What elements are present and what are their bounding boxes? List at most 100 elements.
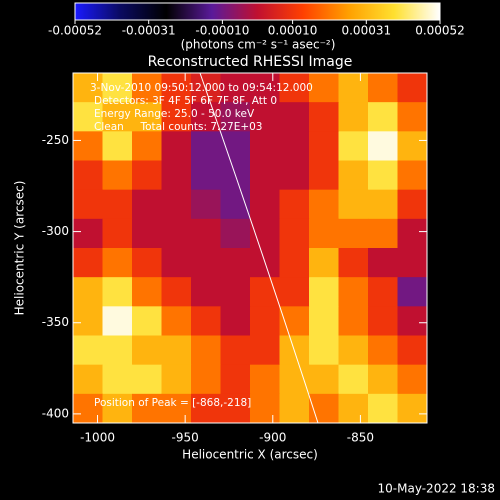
heatmap-cell [338, 160, 369, 191]
heatmap-cell [132, 335, 162, 366]
heatmap-cell [220, 248, 251, 278]
heatmap-cell [338, 189, 369, 220]
heatmap-cell [279, 131, 310, 161]
heatmap-cell [338, 277, 369, 307]
colorbar-label: (photons cm⁻² s⁻¹ asec⁻²) [181, 38, 336, 52]
heatmap-cell [132, 189, 162, 220]
heatmap-cell [279, 189, 310, 220]
heatmap-cell [309, 189, 339, 220]
heatmap-cell [368, 393, 398, 424]
heatmap [73, 73, 428, 424]
heatmap-cell [191, 306, 221, 336]
heatmap-cell [191, 131, 221, 161]
heatmap-cell [102, 160, 133, 191]
heatmap-cell [309, 131, 339, 161]
heatmap-cell [161, 218, 192, 249]
heatmap-cell [368, 306, 398, 336]
heatmap-cell [368, 102, 398, 132]
heatmap-cell [73, 248, 103, 278]
colorbar-tick-label: -0.00010 [195, 24, 249, 38]
heatmap-cell [220, 306, 251, 336]
heatmap-cell [309, 393, 339, 424]
heatmap-cell [132, 102, 162, 132]
heatmap-cell [161, 189, 192, 220]
heatmap-cell [220, 277, 251, 307]
heatmap-cell [161, 277, 192, 307]
heatmap-cell [397, 248, 428, 278]
heatmap-cell [132, 364, 162, 395]
y-tick-label: -250 [42, 133, 69, 147]
annotation: Detectors: 3F 4F 5F 6F 7F 8F, Att 0 [94, 95, 277, 107]
heatmap-cell [191, 248, 221, 278]
heatmap-cell [102, 306, 133, 336]
heatmap-cell [220, 335, 251, 366]
heatmap-cell [161, 364, 192, 395]
heatmap-cell [73, 306, 103, 336]
heatmap-cell [132, 73, 162, 103]
heatmap-cell [397, 218, 428, 249]
heatmap-cell [73, 102, 103, 132]
heatmap-cell [161, 131, 192, 161]
heatmap-cell [279, 248, 310, 278]
annotation: Energy Range: 25.0 - 50.0 keV [94, 108, 255, 120]
heatmap-cell [161, 306, 192, 336]
heatmap-cell [220, 364, 251, 395]
footer-timestamp: 10-May-2022 18:38 [378, 482, 495, 496]
heatmap-cell [397, 102, 428, 132]
heatmap-cell [132, 393, 162, 424]
heatmap-cell [309, 73, 339, 103]
heatmap-cell [191, 189, 221, 220]
heatmap-cell [397, 73, 428, 103]
heatmap-cell [102, 131, 133, 161]
heatmap-cell [309, 335, 339, 366]
colorbar-tick-label: 0.00031 [341, 24, 391, 38]
heatmap-cell [102, 393, 133, 424]
heatmap-cell [368, 73, 398, 103]
colorbar [74, 2, 441, 21]
limb-line [199, 72, 319, 424]
heatmap-cell [279, 306, 310, 336]
heatmap-cell [368, 335, 398, 366]
heatmap-cell [250, 335, 280, 366]
y-tick-label: -400 [42, 406, 69, 420]
peak-label: Position of Peak = [-868,-218] [94, 397, 251, 409]
heatmap-cell [132, 160, 162, 191]
heatmap-cell [73, 160, 103, 191]
heatmap-cell [309, 160, 339, 191]
heatmap-cell [73, 335, 103, 366]
heatmap-cell [279, 277, 310, 307]
heatmap-cell [250, 189, 280, 220]
heatmap-cell [397, 335, 428, 366]
y-tick-label: -300 [42, 224, 69, 238]
heatmap-cell [102, 277, 133, 307]
heatmap-cell [309, 248, 339, 278]
heatmap-cell [279, 364, 310, 395]
heatmap-cell [279, 73, 310, 103]
heatmap-cell [191, 335, 221, 366]
heatmap-cell [338, 218, 369, 249]
heatmap-cell [102, 73, 133, 103]
colorbar-tick-label: -0.00031 [122, 24, 176, 38]
heatmap-cell [338, 102, 369, 132]
heatmap-cell [191, 277, 221, 307]
heatmap-cell [338, 248, 369, 278]
heatmap-cell [132, 131, 162, 161]
heatmap-cell [250, 73, 280, 103]
x-tick-label: -950 [172, 431, 199, 445]
heatmap-cell [309, 218, 339, 249]
heatmap-cell [368, 131, 398, 161]
heatmap-cell [368, 218, 398, 249]
colorbar-tick-label: 0.00010 [268, 24, 318, 38]
heatmap-cell [368, 189, 398, 220]
heatmap-cell [73, 218, 103, 249]
heatmap-cell [309, 306, 339, 336]
heatmap-cell [220, 189, 251, 220]
heatmap-cell [73, 277, 103, 307]
heatmap-cell [102, 248, 133, 278]
annotation: 3-Nov-2010 09:50:12.000 to 09:54:12.000 [90, 82, 313, 94]
heatmap-cell [132, 306, 162, 336]
heatmap-cell [309, 364, 339, 395]
colorbar-tick-label: -0.00052 [48, 24, 102, 38]
heatmap-cell [397, 131, 428, 161]
